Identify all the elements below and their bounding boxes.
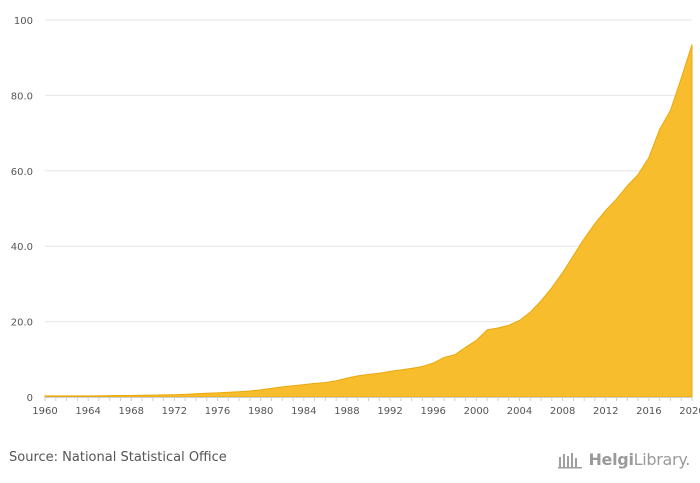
library-icon (558, 452, 583, 468)
helgilibrary-logo[interactable]: HelgiLibrary. (558, 450, 690, 469)
y-tick-label: 20.0 (11, 318, 33, 329)
y-tick-label: 100 (14, 16, 33, 27)
x-tick-label: 2000 (464, 406, 489, 417)
y-tick-label: 80.0 (11, 91, 33, 102)
x-tick-label: 2004 (507, 406, 532, 417)
x-tick-label: 2008 (550, 406, 575, 417)
area-chart: 0 20.0 40.0 60.0 80.0 100 1960 1964 1968 1972 1976… (11, 16, 700, 417)
x-tick-label: 1996 (420, 406, 445, 417)
brand-name: HelgiLibrary. (588, 450, 690, 469)
y-tick-label: 40.0 (11, 242, 33, 253)
x-tick-label: 1976 (205, 406, 230, 417)
x-tick-label: 1992 (377, 406, 402, 417)
series-area (44, 44, 693, 398)
x-tick-label: 2012 (593, 406, 618, 417)
x-tick-label: 1988 (334, 406, 359, 417)
x-tick-label: 2016 (636, 406, 661, 417)
x-tick-label: 1960 (32, 406, 57, 417)
x-tick-label: 2020 (679, 406, 700, 417)
x-tick-label: 1984 (291, 406, 316, 417)
x-tick-label: 1972 (162, 406, 187, 417)
x-tick-label: 1980 (248, 406, 273, 417)
y-tick-label: 0 (27, 393, 33, 404)
y-tick-label: 60.0 (11, 167, 33, 178)
x-tick-label: 1968 (119, 406, 144, 417)
x-tick-label: 1964 (75, 406, 100, 417)
source-note: Source: National Statistical Office (9, 450, 227, 465)
